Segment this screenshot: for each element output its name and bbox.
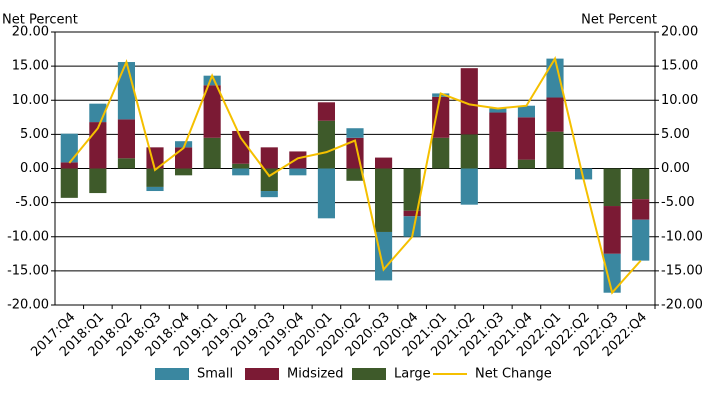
bar [203,137,221,169]
bar [603,206,621,254]
y2-tick-label: 20.00 [661,25,698,40]
y-tick-label: 10.00 [12,93,49,108]
bar [203,85,221,138]
y-tick-label: 0.00 [20,161,49,176]
legend-swatch [352,368,386,380]
y-tick-label: -20.00 [7,298,49,313]
bar [146,186,164,192]
bar [403,210,421,217]
bar [317,168,335,219]
bar [89,168,107,194]
bar [575,168,593,180]
bar [232,168,250,176]
bar [460,134,478,169]
bar [175,141,193,148]
bar [546,58,564,98]
y-tick-label: -10.00 [7,229,49,244]
bar [632,219,650,261]
bar [60,162,78,169]
bar [375,168,393,232]
y2-tick-label: 0.00 [661,161,690,176]
y2-tick-label: -5.00 [661,195,695,210]
bar [632,168,650,200]
bar [117,119,135,159]
bar [489,112,507,169]
bar [317,102,335,121]
bar [460,168,478,205]
bar [117,62,135,120]
y2-tick-label: 15.00 [661,59,698,74]
bar [232,130,250,164]
bar [346,128,364,138]
bar [289,151,307,169]
plot-frame [54,31,656,306]
legend-label: Midsized [287,367,344,382]
bar [146,168,164,187]
legend-label: Net Change [475,367,552,382]
bar [375,157,393,169]
bar [403,216,421,237]
bar [289,168,307,176]
legend-label: Large [394,367,431,382]
bar [203,75,221,86]
bar [260,191,278,198]
bar [603,168,621,207]
bar [517,159,535,169]
y2-tick-label: 10.00 [661,93,698,108]
bar [403,168,421,211]
bar [232,163,250,169]
line [68,56,642,295]
legend-swatch [155,368,189,380]
bar [632,199,650,220]
bar [432,137,450,169]
bar [517,117,535,160]
y-tick-label: -15.00 [7,263,49,278]
y2-tick-label: -15.00 [661,263,703,278]
y-axis-label: Net Percent [2,13,78,28]
bar [60,168,78,198]
legend-swatch [245,368,279,380]
bar [489,108,507,113]
y-tick-label: 20.00 [12,25,49,40]
bar [175,168,193,176]
y2-tick-label: -20.00 [661,298,703,313]
bar [260,147,278,169]
bar [460,68,478,135]
bar [546,97,564,132]
bar [346,168,364,181]
bar [60,133,78,163]
legend-label: Small [197,367,233,382]
y2-tick-label: 5.00 [661,127,690,142]
y2-tick-label: -10.00 [661,229,703,244]
bar [175,147,193,169]
bar [603,253,621,293]
bar [375,231,393,281]
bar [546,131,564,169]
bar [117,158,135,169]
y-tick-label: 5.00 [20,127,49,142]
y-tick-label: 15.00 [12,59,49,74]
bar [317,120,335,169]
bar [517,105,535,118]
y-tick-label: -5.00 [15,195,49,210]
y2-axis-label: Net Percent [581,13,657,28]
bar [432,96,450,138]
